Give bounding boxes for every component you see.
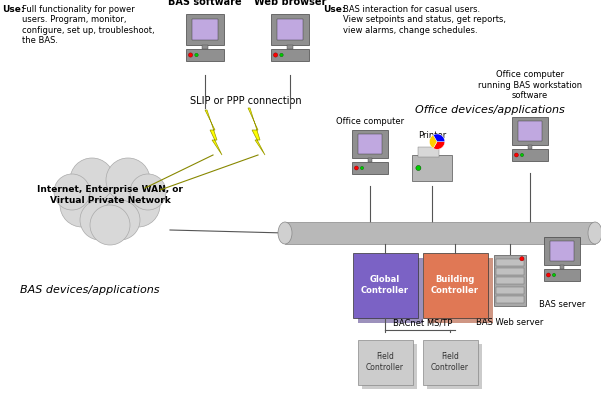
Bar xyxy=(352,130,388,158)
Bar xyxy=(496,287,523,294)
Bar xyxy=(358,134,382,154)
Ellipse shape xyxy=(588,222,601,244)
Polygon shape xyxy=(248,108,265,155)
Circle shape xyxy=(520,257,524,261)
Text: Enterprise Ethernet: Enterprise Ethernet xyxy=(385,229,474,237)
Circle shape xyxy=(361,166,364,170)
Wedge shape xyxy=(433,134,445,142)
Circle shape xyxy=(70,158,114,202)
Circle shape xyxy=(355,166,358,170)
Bar xyxy=(528,146,532,150)
Bar xyxy=(427,257,492,322)
Bar xyxy=(412,155,453,181)
Bar xyxy=(361,344,416,389)
Text: Global
Controller: Global Controller xyxy=(361,275,409,295)
Bar xyxy=(545,237,579,265)
Text: Use:: Use: xyxy=(323,5,346,14)
Text: BACnet MS/TP: BACnet MS/TP xyxy=(393,318,453,328)
Text: Field
Controller: Field Controller xyxy=(431,352,469,372)
Text: Office devices/applications: Office devices/applications xyxy=(415,105,565,115)
Wedge shape xyxy=(433,142,445,149)
Bar xyxy=(352,162,388,174)
Circle shape xyxy=(100,200,140,240)
Bar xyxy=(550,241,574,261)
Circle shape xyxy=(273,53,278,57)
Text: Printer: Printer xyxy=(418,131,446,140)
Text: BAS software: BAS software xyxy=(168,0,242,7)
Text: BAS devices/applications: BAS devices/applications xyxy=(20,285,160,295)
Circle shape xyxy=(60,183,104,227)
Circle shape xyxy=(78,168,142,232)
Text: Office computer
running BAS workstation
software: Office computer running BAS workstation … xyxy=(478,70,582,100)
Polygon shape xyxy=(205,110,222,155)
Text: SLIP or PPP connection: SLIP or PPP connection xyxy=(190,96,302,106)
Circle shape xyxy=(116,183,160,227)
Bar xyxy=(271,49,309,61)
Bar xyxy=(513,117,548,146)
Text: Web browser: Web browser xyxy=(254,0,326,7)
Bar xyxy=(427,344,481,389)
Bar xyxy=(277,19,303,40)
Bar xyxy=(496,277,523,284)
Bar xyxy=(494,255,526,306)
Circle shape xyxy=(514,153,519,157)
Wedge shape xyxy=(430,135,437,148)
Circle shape xyxy=(195,53,198,57)
Text: Internet, Enterprise WAN, or
Virtual Private Network: Internet, Enterprise WAN, or Virtual Pri… xyxy=(37,185,183,205)
Circle shape xyxy=(520,154,523,157)
Bar xyxy=(203,45,207,49)
Circle shape xyxy=(552,273,555,277)
Text: Field
Controller: Field Controller xyxy=(366,352,404,372)
Circle shape xyxy=(130,174,166,210)
Text: BAS server: BAS server xyxy=(539,300,585,309)
Text: Use:: Use: xyxy=(2,5,25,14)
Bar xyxy=(518,122,542,141)
Circle shape xyxy=(416,166,421,170)
Bar xyxy=(560,265,564,269)
Bar xyxy=(496,259,523,265)
Bar xyxy=(496,268,523,275)
Circle shape xyxy=(106,158,150,202)
Text: Full functionality for power
users. Program, monitor,
configure, set up, trouble: Full functionality for power users. Prog… xyxy=(22,5,154,45)
Bar xyxy=(271,14,309,45)
Circle shape xyxy=(54,174,90,210)
Bar xyxy=(496,296,523,303)
Bar xyxy=(368,158,373,162)
Bar xyxy=(423,340,478,385)
Bar xyxy=(186,14,224,45)
Text: Building
Controller: Building Controller xyxy=(431,275,479,295)
Circle shape xyxy=(90,205,130,245)
Circle shape xyxy=(80,200,120,240)
Circle shape xyxy=(280,53,283,57)
Bar xyxy=(418,147,439,157)
Bar xyxy=(186,49,224,61)
Bar xyxy=(545,269,579,281)
Bar xyxy=(358,340,412,385)
Bar xyxy=(513,150,548,160)
Bar xyxy=(423,253,487,318)
Bar xyxy=(353,253,418,318)
Text: BAS Web server: BAS Web server xyxy=(477,318,544,327)
Bar xyxy=(358,257,423,322)
Ellipse shape xyxy=(278,222,292,244)
Bar xyxy=(285,222,595,244)
Bar xyxy=(192,19,218,40)
Circle shape xyxy=(546,273,551,277)
Text: BAS interaction for casual users.
View setpoints and status, get reports,
view a: BAS interaction for casual users. View s… xyxy=(343,5,506,35)
Text: Office computer: Office computer xyxy=(336,117,404,126)
Bar xyxy=(287,45,293,49)
Circle shape xyxy=(189,53,193,57)
